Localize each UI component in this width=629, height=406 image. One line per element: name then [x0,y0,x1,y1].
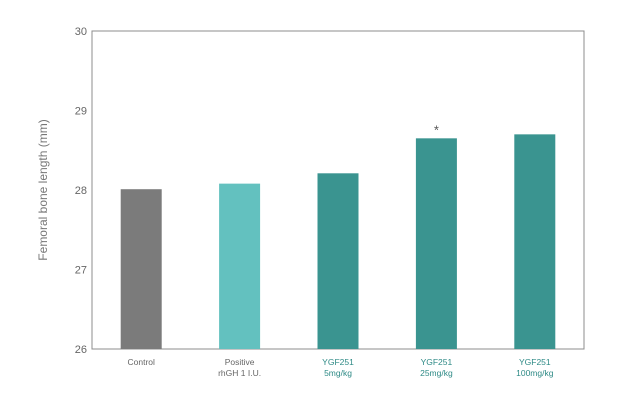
x-tick-label: Control [127,357,155,367]
y-axis-title: Femoral bone length (mm) [36,119,50,260]
significance-marker: * [434,122,439,137]
y-tick-label: 27 [75,265,87,277]
x-tick-label: YGF251 [519,357,551,367]
x-tick-label: YGF251 [421,357,453,367]
bar [514,134,556,349]
x-tick-label: YGF251 [322,357,354,367]
y-axis: 26 27 28 29 30 [75,26,87,356]
bars-group [120,134,556,349]
y-tick-label: 26 [75,344,87,356]
y-tick-label: 30 [75,26,87,38]
bar [219,183,261,349]
x-tick-label: 100mg/kg [516,368,554,378]
x-tick-label: Positive [225,357,255,367]
y-tick-label: 28 [75,185,87,197]
x-tick-label: 5mg/kg [324,368,352,378]
annotations-group: * [434,122,439,137]
x-tick-label: rhGH 1 I.U. [218,368,261,378]
bar [120,189,162,349]
x-tick-label: 25mg/kg [420,368,453,378]
y-tick-label: 29 [75,106,87,118]
bar [415,138,457,349]
bar [317,173,359,349]
